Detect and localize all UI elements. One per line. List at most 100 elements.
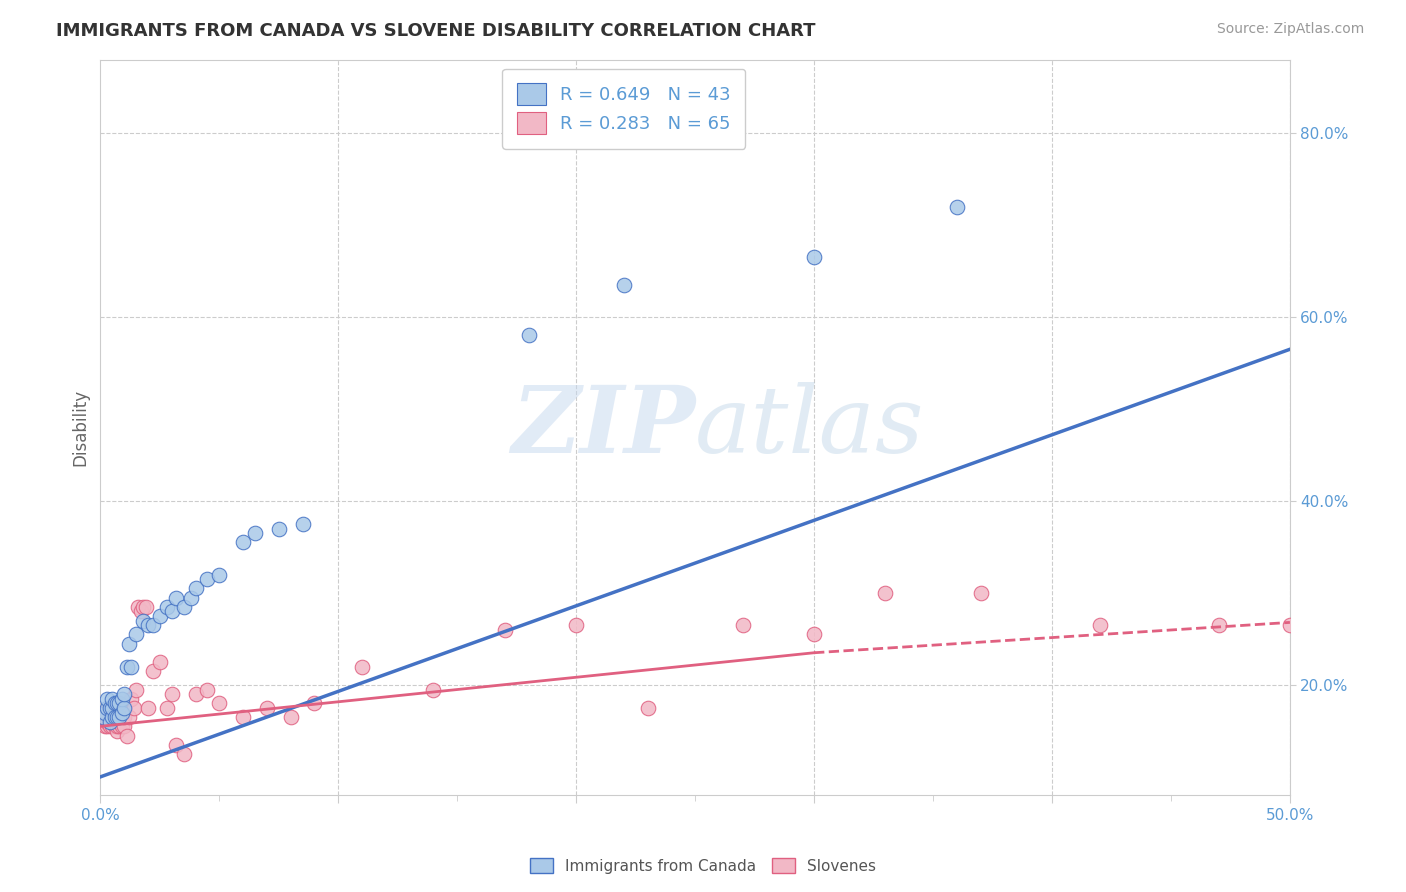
Point: [105, 696, 128, 710]
Point: [565, 618, 588, 632]
Point: [256, 701, 278, 715]
Point: [197, 572, 219, 586]
Point: [104, 719, 127, 733]
Point: [104, 714, 127, 729]
Point: [104, 696, 127, 710]
Point: [96, 701, 118, 715]
Point: [125, 682, 148, 697]
Point: [129, 604, 152, 618]
Point: [96, 714, 118, 729]
Point: [803, 250, 825, 264]
Point: [517, 328, 540, 343]
Point: [98, 714, 121, 729]
Point: [613, 277, 636, 292]
Point: [111, 710, 134, 724]
Point: [291, 516, 314, 531]
Point: [1278, 618, 1301, 632]
Point: [112, 710, 135, 724]
Point: [232, 710, 254, 724]
Point: [125, 627, 148, 641]
Point: [94, 719, 117, 733]
Point: [180, 591, 202, 605]
Point: [91, 714, 114, 729]
Point: [173, 747, 195, 761]
Point: [104, 710, 127, 724]
Point: [352, 659, 374, 673]
Point: [803, 627, 825, 641]
Point: [232, 535, 254, 549]
Y-axis label: Disability: Disability: [72, 389, 89, 466]
Point: [115, 729, 138, 743]
Point: [98, 701, 121, 715]
Point: [166, 738, 188, 752]
Point: [101, 710, 124, 724]
Point: [94, 706, 117, 720]
Point: [304, 696, 326, 710]
Point: [122, 701, 145, 715]
Point: [156, 599, 179, 614]
Point: [94, 710, 117, 724]
Point: [98, 710, 121, 724]
Point: [243, 526, 266, 541]
Point: [91, 706, 114, 720]
Point: [108, 710, 131, 724]
Point: [108, 714, 131, 729]
Point: [101, 719, 124, 733]
Point: [197, 682, 219, 697]
Point: [105, 710, 128, 724]
Point: [112, 687, 135, 701]
Point: [132, 614, 155, 628]
Point: [98, 719, 121, 733]
Point: [111, 706, 134, 720]
Text: Source: ZipAtlas.com: Source: ZipAtlas.com: [1216, 22, 1364, 37]
Point: [101, 710, 124, 724]
Point: [111, 691, 134, 706]
Point: [96, 719, 118, 733]
Point: [1208, 618, 1230, 632]
Point: [142, 664, 165, 678]
Text: IMMIGRANTS FROM CANADA VS SLOVENE DISABILITY CORRELATION CHART: IMMIGRANTS FROM CANADA VS SLOVENE DISABI…: [56, 22, 815, 40]
Point: [166, 591, 188, 605]
Point: [101, 714, 124, 729]
Point: [184, 687, 207, 701]
Point: [731, 618, 754, 632]
Point: [267, 522, 290, 536]
Point: [108, 696, 131, 710]
Point: [208, 567, 231, 582]
Point: [280, 710, 302, 724]
Point: [105, 719, 128, 733]
Point: [112, 701, 135, 715]
Point: [105, 723, 128, 738]
Text: atlas: atlas: [695, 383, 925, 473]
Point: [111, 719, 134, 733]
Point: [1088, 618, 1111, 632]
Point: [96, 706, 118, 720]
Point: [120, 691, 142, 706]
Point: [112, 701, 135, 715]
Point: [136, 618, 159, 632]
Point: [105, 710, 128, 724]
Legend: R = 0.649   N = 43, R = 0.283   N = 65: R = 0.649 N = 43, R = 0.283 N = 65: [502, 69, 745, 149]
Point: [98, 701, 121, 715]
Point: [875, 586, 897, 600]
Point: [494, 623, 516, 637]
Point: [132, 599, 155, 614]
Point: [173, 599, 195, 614]
Point: [149, 655, 172, 669]
Point: [969, 586, 991, 600]
Point: [160, 604, 183, 618]
Point: [96, 691, 118, 706]
Point: [108, 719, 131, 733]
Point: [91, 710, 114, 724]
Point: [156, 701, 179, 715]
Point: [160, 687, 183, 701]
Point: [112, 719, 135, 733]
Point: [111, 701, 134, 715]
Legend: Immigrants from Canada, Slovenes: Immigrants from Canada, Slovenes: [524, 852, 882, 880]
Point: [127, 599, 149, 614]
Point: [105, 701, 128, 715]
Point: [208, 696, 231, 710]
Point: [115, 659, 138, 673]
Point: [101, 701, 124, 715]
Point: [118, 636, 141, 650]
